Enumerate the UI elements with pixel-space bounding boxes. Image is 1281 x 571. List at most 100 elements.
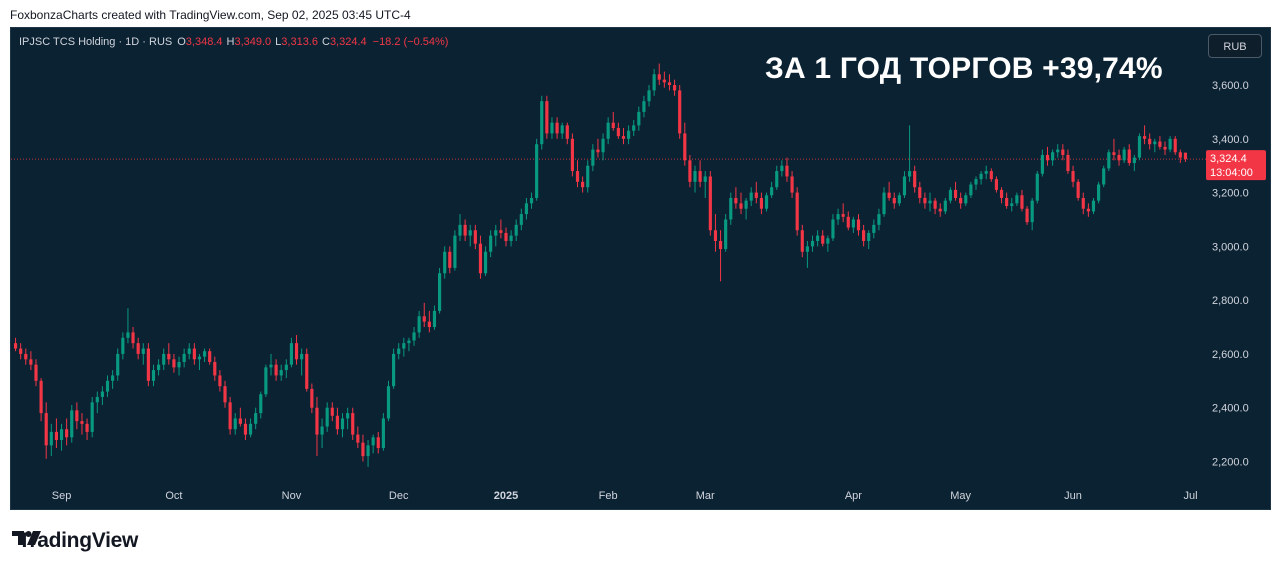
candle-body [233,418,237,430]
candle-body [494,230,498,236]
candle-body [897,195,901,204]
candle-body [346,413,350,419]
candle-body [984,171,988,174]
candle-body [713,230,718,241]
candle-body [805,246,809,252]
candle-body [320,426,324,435]
x-tick-label: May [950,490,971,502]
candle-body [1178,152,1182,158]
legend-high: 3,349.0 [234,36,272,48]
candle-body [208,351,212,362]
candle-body [248,423,253,435]
candle-body [422,316,426,322]
candle-body [90,402,94,432]
candle-body [775,171,779,188]
candle-body [1010,203,1014,207]
candle-body [657,74,661,80]
candle-body [535,144,539,198]
candle-body [785,165,789,177]
candle-body [1158,141,1162,147]
candle-body [172,359,176,368]
candle-body [565,125,569,139]
currency-button[interactable]: RUB [1208,34,1262,58]
candle-body [514,224,518,236]
candle-body [1005,197,1009,207]
candle-body [1142,136,1147,139]
candle-body [65,429,69,438]
candle-body [974,179,978,185]
candle-body [1045,154,1050,161]
candle-body [407,340,411,344]
candle-body [269,364,273,368]
candle-body [632,125,636,131]
candle-body [121,337,125,354]
candle-body [146,348,150,381]
candle-body [330,407,334,416]
candle-body [708,176,712,231]
candle-body [116,353,120,376]
candle-body [872,224,876,233]
candle-body [933,200,937,209]
candle-body [749,192,753,201]
candle-body [243,423,248,435]
candle-body [989,171,993,180]
candle-body [744,200,748,209]
candle-body [499,230,503,233]
candle-body [463,224,467,236]
candle-body [351,413,355,435]
candle-body [202,351,207,357]
candle-body [478,243,483,274]
price-tag-countdown: 13:04:00 [1210,167,1253,179]
y-tick-label: 2,400.0 [1212,403,1249,415]
candle-body [867,232,871,241]
candle-body [678,90,682,134]
candle-body [1117,154,1121,161]
candle-body [1025,208,1029,223]
candle-body [197,356,202,360]
tradingview-logo[interactable]: TradingView [12,529,138,553]
legend-close: 3,324.4 [329,36,367,48]
candle-body [105,380,110,392]
candle-body [289,343,294,365]
candle-body [703,176,707,182]
candlestick-chart[interactable]: 3,600.0 3,400.0 3,200.0 3,000.0 2,800.0 2,600… [11,28,1271,510]
candle-body [928,200,932,204]
candle-body [856,219,861,231]
candle-body [524,203,529,215]
candle-body [274,364,278,376]
candle-body [821,235,825,244]
x-tick-label: Jul [1184,490,1198,502]
candle-body [213,361,217,376]
candle-body [764,195,769,209]
candle-body [964,195,968,204]
candle-body [647,90,651,102]
legend-symbol[interactable]: IPJSC TCS Holding · 1D · RUS [19,36,173,48]
candle-body [902,176,907,196]
candle-body [555,122,559,134]
candle-body [862,230,866,241]
candle-body [892,197,896,204]
chart-panel[interactable]: 3,600.0 3,400.0 3,200.0 3,000.0 2,800.0 2,600… [10,27,1271,510]
candle-body [131,332,135,344]
candle-body [662,79,666,83]
candle-body [1091,200,1096,212]
candle-body [294,343,299,360]
candle-body [24,353,28,360]
candle-body [907,171,912,177]
candle-body [264,367,268,395]
price-tag-value: 3,324.4 [1210,153,1247,165]
candle-body [412,332,416,341]
candle-body [473,230,477,244]
candle-body [483,251,488,274]
candle-body [427,321,431,328]
candle-body [397,348,401,354]
candle-body [1015,195,1019,204]
candle-body [627,130,631,139]
legend-open-label: O [177,36,186,48]
candle-body [223,386,227,403]
candle-body [509,235,513,241]
candle-body [729,197,733,220]
candle-body [1127,149,1131,164]
x-tick-label: Sep [52,490,72,502]
candle-body [300,353,304,360]
